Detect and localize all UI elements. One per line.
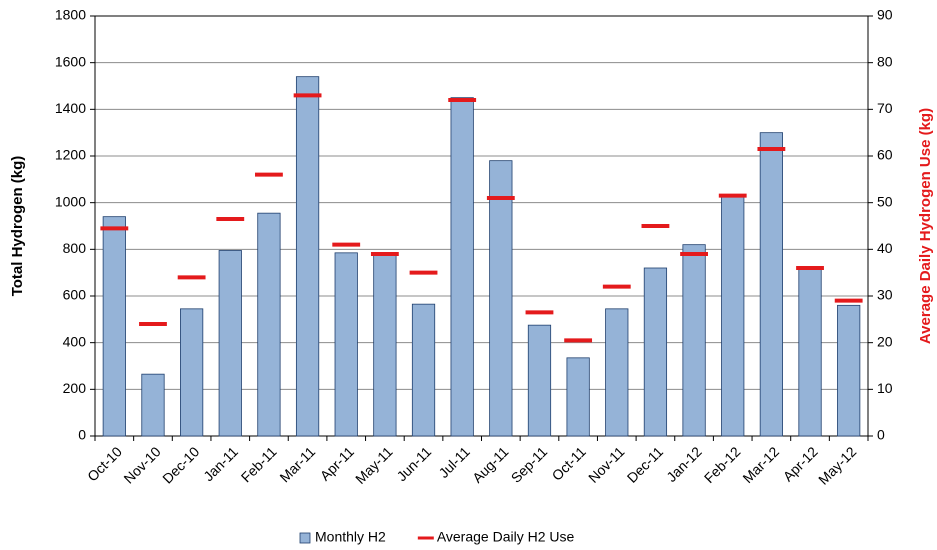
bar [373,253,397,437]
y-tick-label: 1800 [55,7,86,23]
bar [218,250,242,437]
bar [257,212,281,437]
bar [450,97,474,437]
y-tick-label: 1200 [55,147,86,163]
x-tick-label: Feb-11 [238,443,280,485]
x-tick-label: Jan-12 [663,443,705,485]
x-tick-label: Dec-10 [159,443,202,486]
bar [295,76,320,437]
y2-tick-label: 60 [877,147,893,163]
bar [180,308,204,437]
x-tick-label: Dec-11 [624,443,667,486]
bar [759,132,783,437]
x-tick-label: Jul-11 [435,443,473,481]
y-tick-label: 0 [78,427,86,443]
y2-tick-label: 70 [877,100,893,116]
y-axis-title: Total Hydrogen (kg) [9,156,26,297]
y-tick-label: 800 [63,240,87,256]
y2-tick-label: 0 [877,427,885,443]
x-tick-label: Feb-12 [701,443,744,486]
bar [334,252,358,437]
x-tick-label: Mar-11 [276,443,318,485]
x-tick-label: May-12 [815,443,859,487]
bar [411,303,436,437]
y2-tick-label: 40 [877,240,893,256]
x-tick-label: Jan-11 [200,443,241,484]
bar [798,267,822,437]
x-tick-label: Oct-11 [549,443,589,483]
x-tick-label: Nov-10 [120,443,163,486]
y2-tick-label: 50 [877,193,893,209]
bar [721,194,745,437]
x-tick-label: Mar-12 [739,443,782,486]
x-tick-label: Apr-12 [780,443,821,484]
x-tick-label: Jun-11 [393,443,434,484]
legend-label: Monthly H2 [315,529,386,545]
x-tick-label: Sep-11 [508,443,551,486]
y-tick-label: 200 [63,380,87,396]
bar [489,160,513,437]
plot-frame [94,15,869,437]
y2-tick-label: 10 [877,380,893,396]
bar [141,373,165,437]
bar [605,308,629,437]
bar [527,324,552,437]
bar [837,304,861,437]
bar [566,357,590,437]
x-tick-label: Aug-11 [469,443,512,486]
x-tick-label: Nov-11 [585,443,628,486]
y2-tick-label: 80 [877,53,893,69]
y2-tick-label: 90 [877,7,893,23]
y-tick-label: 1400 [55,100,86,116]
bar [643,267,668,437]
y-tick-label: 1600 [55,53,86,69]
bar [102,216,126,437]
x-tick-label: May-11 [352,443,396,487]
y-tick-label: 1000 [55,193,86,209]
y-tick-label: 600 [63,287,87,303]
bar [682,244,706,437]
y-tick-label: 400 [63,333,87,349]
y2-axis-title: Average Daily Hydrogen Use (kg) [917,108,934,344]
x-tick-label: Apr-11 [317,443,357,483]
legend-label: Average Daily H2 Use [437,529,575,545]
legend-swatch [299,532,311,544]
x-tick-label: Oct-10 [84,443,125,484]
y2-tick-label: 30 [877,287,893,303]
y2-tick-label: 20 [877,333,893,349]
